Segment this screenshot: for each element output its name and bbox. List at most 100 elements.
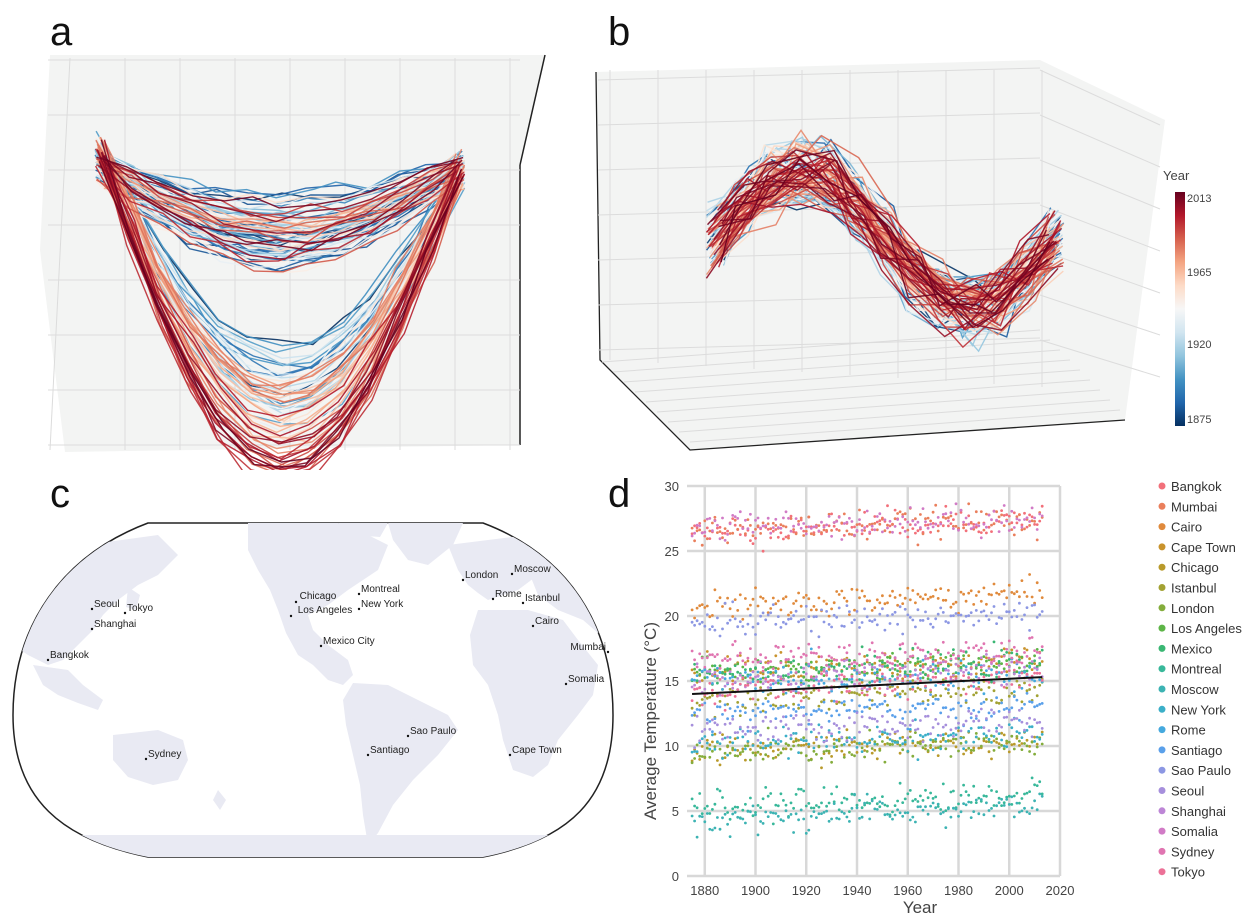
data-point [947,683,950,687]
data-point [1038,702,1042,706]
data-point [995,804,998,808]
data-point [926,667,930,670]
data-point [1020,525,1024,529]
legend-item: London [1171,601,1214,616]
data-point [893,656,897,660]
data-point [716,674,719,678]
data-point [784,525,788,529]
data-point [1020,720,1024,724]
data-point [944,826,948,829]
data-point [733,695,737,698]
data-point [835,520,839,523]
data-point [695,701,699,705]
data-point [769,720,773,723]
data-point [726,753,729,757]
data-point [804,727,808,731]
data-point [693,671,696,675]
data-point [774,654,778,658]
data-point [926,699,930,702]
data-point [820,655,823,659]
data-point [837,673,841,677]
data-point [827,524,831,528]
data-point [952,806,955,810]
data-point [1038,656,1042,660]
data-point [850,525,854,529]
data-point [817,524,821,527]
data-point [967,654,971,657]
data-point [787,536,790,540]
data-point [908,710,912,714]
data-point [698,708,702,712]
data-point [809,665,813,669]
data-point [794,532,798,536]
data-point [982,673,986,676]
data-point [804,678,808,682]
data-point [744,632,747,636]
data-point [873,618,877,622]
data-point [1030,604,1034,607]
data-point [947,651,950,655]
data-point [794,737,798,741]
data-point [967,746,971,750]
data-point [733,639,737,643]
data-point [723,670,727,674]
data-point [962,723,965,727]
data-point [952,735,955,738]
data-point [718,693,722,697]
data-point [921,799,925,802]
panel-label-c: c [50,472,70,516]
data-point [835,745,839,748]
data-point [919,794,922,798]
data-point [936,669,940,673]
data-point [741,659,745,663]
data-point [700,656,704,660]
data-point [716,666,719,670]
data-point [695,606,699,610]
data-point [1038,737,1042,741]
data-point [893,688,897,691]
data-point [845,599,849,603]
data-point [952,737,955,741]
data-point [769,670,773,674]
data-point [878,680,882,684]
data-point [1005,651,1009,654]
data-point [1010,803,1014,806]
data-point [865,524,869,528]
data-point [941,611,945,614]
data-point [794,732,798,735]
data-point [822,811,826,814]
data-point [982,737,986,741]
data-point [716,653,719,656]
data-point [759,741,762,745]
data-point [893,517,897,521]
data-point [1007,658,1011,661]
data-point [921,619,925,622]
data-point [873,680,877,684]
data-point [789,517,793,520]
curve-line [102,138,460,428]
data-point [979,707,983,711]
data-point [974,714,978,718]
data-point [896,808,899,812]
data-point [802,739,806,742]
data-point [733,709,737,713]
data-point [967,685,971,689]
data-point [690,668,694,672]
data-point [1010,660,1014,664]
data-point [733,748,737,752]
data-point [741,617,745,621]
data-point [982,739,986,743]
data-point [1018,708,1021,712]
data-point [908,655,912,658]
data-point [969,527,973,531]
data-point [769,611,773,615]
data-point [792,659,795,663]
data-point [842,646,846,649]
data-point [1030,506,1034,510]
curve-line [103,162,460,470]
data-point [1018,744,1021,747]
data-point [916,805,920,809]
data-point [705,812,709,815]
data-point [919,668,922,672]
data-point [908,728,912,731]
